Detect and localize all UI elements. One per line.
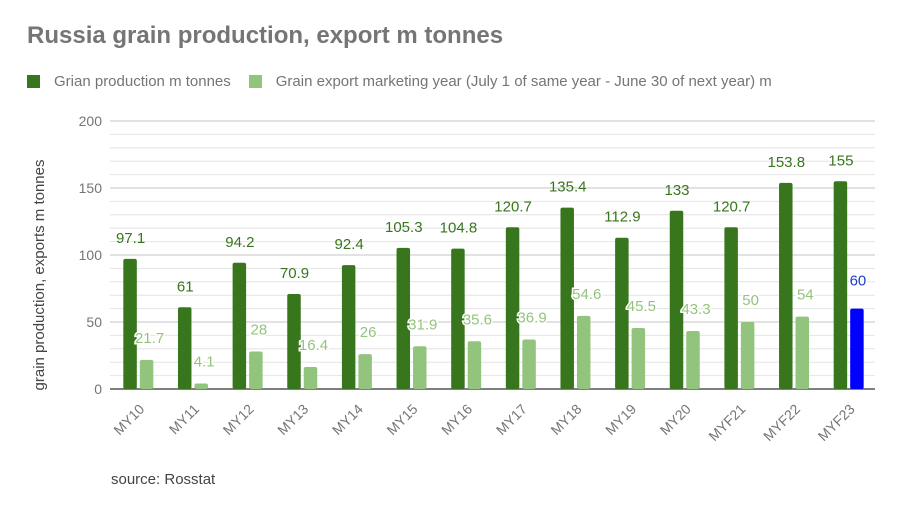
x-tick-label: MY13 [274,401,311,438]
data-label-production: 133 [664,182,689,199]
data-label-export: 35.6 [463,311,492,328]
bar-production [724,227,738,389]
bar-export [686,330,700,389]
y-tick-label: 0 [94,381,102,397]
bar-export [249,351,263,389]
legend-label-production: Grian production m tonnes [54,73,231,90]
data-label-export: 60 [850,273,867,290]
bars [123,181,864,389]
legend-swatch-production [27,75,40,88]
chart-title: Russia grain production, export m tonnes [27,22,504,49]
data-label-export: 26 [360,324,377,341]
x-tick-label: MY14 [329,401,366,438]
bar-production [123,258,137,389]
bar-production [451,248,465,389]
x-tick-label: MY16 [438,401,475,438]
bar-production [779,182,793,389]
bar-production [341,265,356,389]
data-labels: 97.1 21.7 61 4.1 94.2 28 70.9 16.4 92.4 26 105.3 31… [116,152,868,372]
x-tick-label: MY15 [383,401,420,438]
data-label-export: 31.9 [408,316,437,333]
data-label-production: 120.7 [713,198,751,215]
x-tick-label: MYF21 [705,401,748,444]
x-tick-label: MY12 [220,401,257,438]
x-tick-label: MY19 [602,401,639,438]
data-label-export: 28 [251,321,268,338]
bar-export [522,339,536,389]
source-note: source: Rosstat [111,471,216,488]
bar-export [467,341,482,389]
bar-export [194,383,208,389]
bar-export [139,359,154,389]
x-tick-label: MY20 [657,401,694,438]
data-label-production: 104.8 [440,220,478,237]
bar-export [631,328,646,389]
legend-item-export[interactable]: Grain export marketing year (July 1 of s… [248,73,772,90]
data-label-production: 92.4 [335,236,364,253]
data-label-production: 155 [828,152,853,169]
data-label-production: 97.1 [116,230,145,247]
bar-production [833,181,848,389]
data-label-production: 135.4 [549,179,587,196]
x-tick-label: MYF23 [815,401,858,444]
data-label-export: 16.4 [299,337,328,354]
data-label-production: 94.2 [225,234,254,251]
bar-export [358,354,372,389]
bar-export [850,308,864,389]
data-label-production: 112.9 [604,209,640,226]
data-label-production: 105.3 [385,219,423,236]
bar-export [795,316,810,389]
bar-production [615,237,629,389]
y-tick-label: 100 [79,247,103,263]
y-tick-label: 200 [79,113,103,129]
x-tick-label: MY18 [547,401,584,438]
x-tick-label: MY17 [493,401,530,438]
legend-label-export: Grain export marketing year (July 1 of s… [275,73,772,90]
bar-production [505,227,520,389]
bar-export [740,322,755,389]
data-label-production: 153.8 [768,154,806,171]
y-axis-label: grain production, exports m tonnes [31,160,48,391]
data-label-export: 54.6 [572,286,601,303]
x-axis-ticks: MY10 MY11 MY12 MY13 MY14 MY15 MY16 MY17 MY18 MY19… [110,401,858,444]
data-label-production: 70.9 [280,265,309,282]
y-tick-label: 50 [86,314,102,330]
data-label-production: 120.7 [494,198,532,215]
legend-swatch-export [248,75,262,88]
data-label-export: 4.1 [194,354,215,371]
x-tick-label: MY11 [166,401,203,438]
y-axis-ticks: 0 50 100 150 200 [79,113,103,397]
bar-production [396,247,411,389]
bar-production [232,262,247,389]
data-label-export: 50 [742,292,759,309]
bar-export [576,315,591,389]
bar-production [287,293,301,389]
bar-production [560,207,574,389]
data-label-export: 54 [797,287,814,304]
data-label-export: 43.3 [681,301,710,318]
data-label-export: 45.5 [627,298,656,315]
bar-production [177,307,192,389]
bar-production [669,210,684,389]
x-tick-label: MY10 [110,401,147,438]
legend-item-production[interactable]: Grian production m tonnes [27,73,231,90]
bar-export [413,346,427,389]
data-label-export: 36.9 [517,310,546,327]
x-tick-label: MYF22 [760,401,803,444]
data-label-export: 21.7 [135,330,164,347]
data-label-production: 61 [177,278,194,295]
bar-export [303,367,318,389]
y-tick-label: 150 [79,180,103,196]
legend: Grian production m tonnes Grain export m… [27,73,790,90]
gridlines [110,120,875,390]
